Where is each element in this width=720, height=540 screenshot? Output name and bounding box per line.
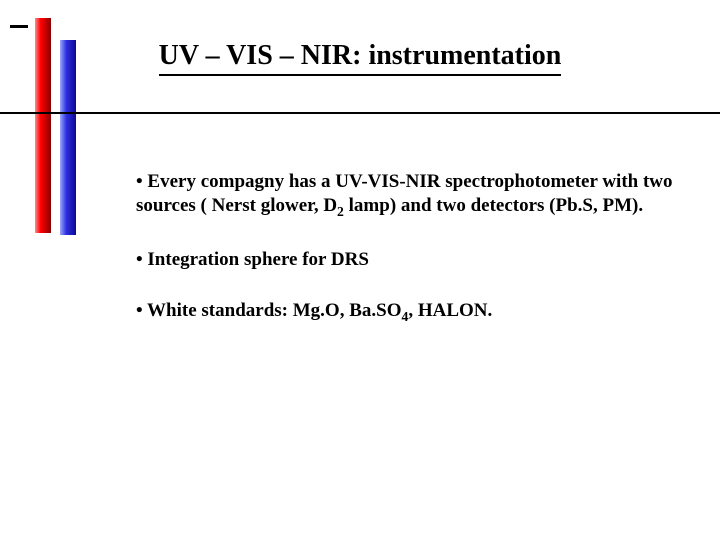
slide: UV – VIS – NIR: instrumentation • Every …	[0, 0, 720, 540]
slide-title: UV – VIS – NIR: instrumentation	[159, 40, 562, 76]
accent-notch	[10, 25, 28, 28]
bullet-2: • Integration sphere for DRS	[136, 248, 690, 272]
bullet-3-text-post: , HALON.	[408, 300, 492, 321]
bullet-1-text-post: lamp) and two detectors (Pb.S, PM).	[344, 195, 643, 216]
title-container: UV – VIS – NIR: instrumentation	[0, 40, 720, 76]
bullet-3-text-pre: • White standards: Mg.O, Ba.SO	[136, 300, 401, 321]
bullet-3: • White standards: Mg.O, Ba.SO4, HALON.	[136, 299, 690, 325]
content-area: • Every compagny has a UV-VIS-NIR spectr…	[136, 170, 690, 353]
bullet-1-subscript: 2	[337, 204, 344, 219]
bullet-1: • Every compagny has a UV-VIS-NIR spectr…	[136, 170, 690, 220]
horizontal-rule	[0, 112, 720, 114]
